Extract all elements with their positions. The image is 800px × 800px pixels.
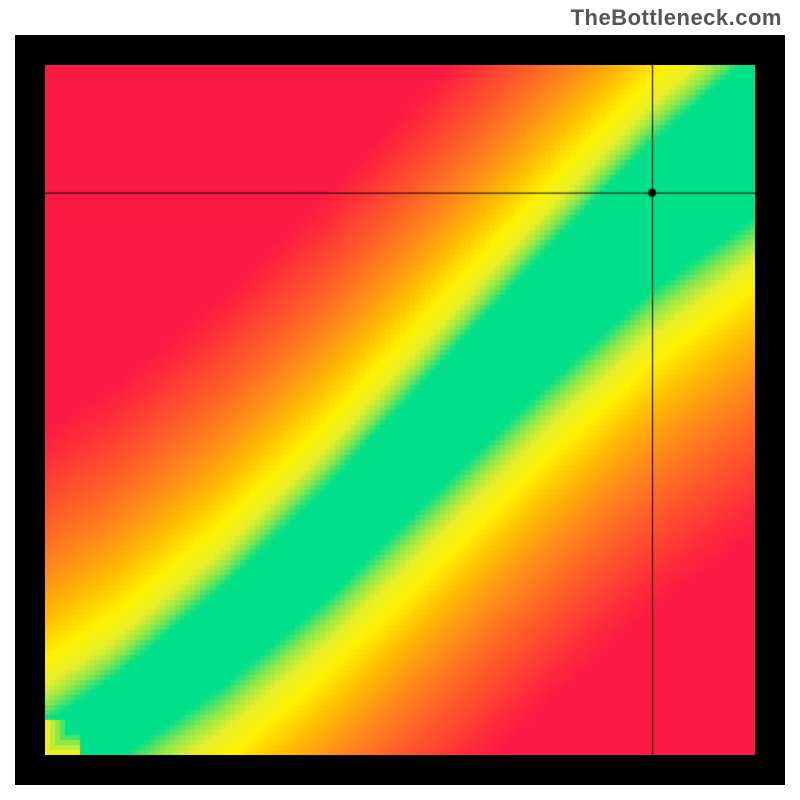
- watermark-text: TheBottleneck.com: [571, 5, 782, 31]
- chart-frame: [15, 35, 785, 785]
- chart-plot-area: [45, 65, 755, 755]
- heatmap-canvas: [45, 65, 755, 755]
